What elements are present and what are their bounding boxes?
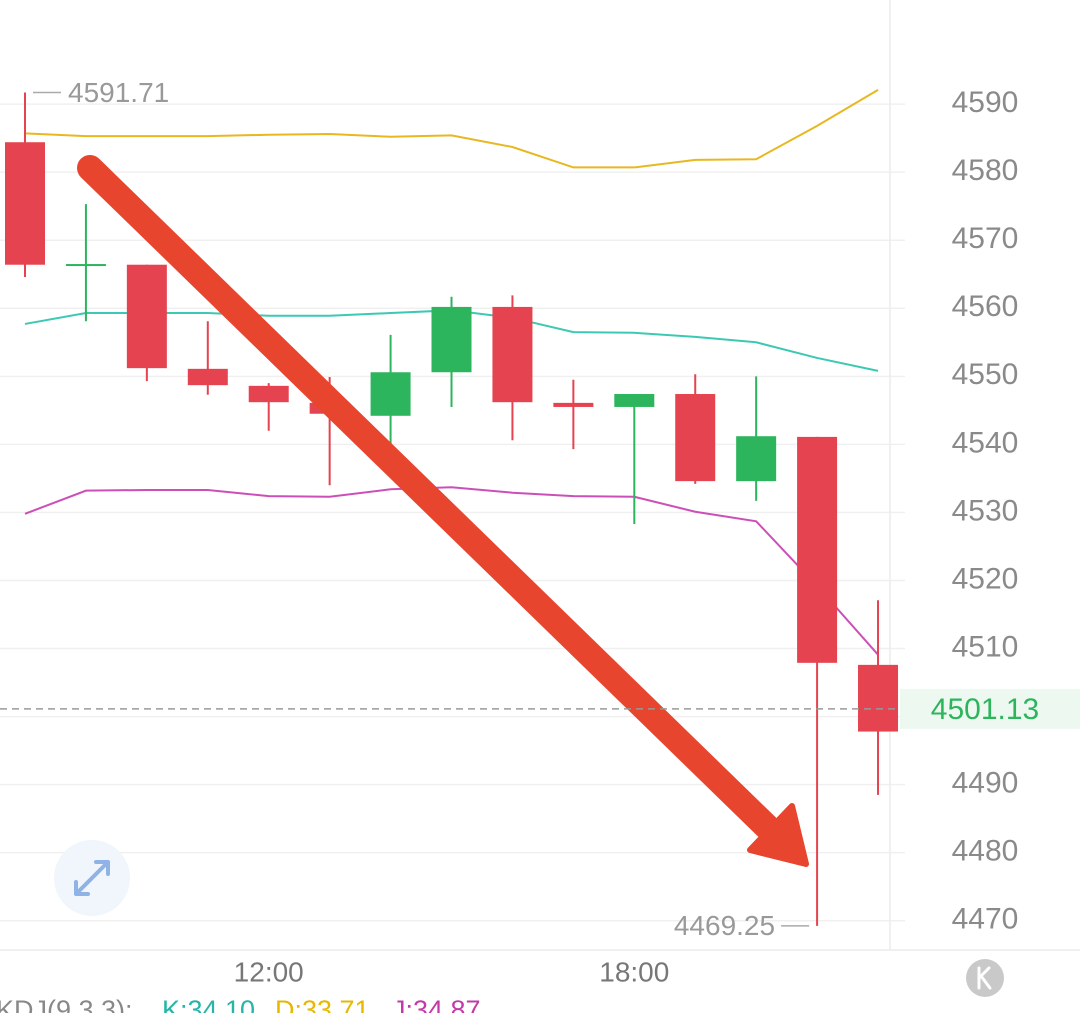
expand-icon[interactable]	[74, 860, 110, 896]
candle-body	[126, 264, 167, 369]
y-tick-label: 4480	[952, 835, 1019, 868]
trend-arrow	[77, 155, 809, 867]
y-tick-label: 4570	[952, 222, 1019, 255]
indicator-label: KDJ(9,3,3):	[0, 995, 133, 1013]
y-tick-label: 4580	[952, 154, 1019, 187]
candle-body	[370, 372, 411, 416]
y-tick-label: 4520	[952, 562, 1019, 595]
arrow-head	[747, 803, 809, 867]
candles	[5, 92, 899, 926]
labels: 4470448044904500451045204530454045504560…	[0, 77, 1080, 1013]
band-line	[24, 486, 879, 656]
x-tick-label: 18:00	[599, 956, 669, 987]
x-tick-label: 12:00	[234, 956, 304, 987]
candle-body	[675, 394, 716, 482]
indicator-value: K:34.10	[162, 995, 255, 1013]
indicator-value: J:34.87	[392, 995, 481, 1013]
candle-body	[492, 306, 533, 403]
candle-body	[187, 368, 228, 386]
last-price-label: 4501.13	[931, 693, 1039, 726]
k-icon[interactable]	[977, 966, 992, 990]
k-button-bg[interactable]	[966, 959, 1004, 997]
y-tick-label: 4590	[952, 86, 1019, 119]
candle-body	[736, 436, 777, 482]
high-label: 4591.71	[68, 77, 169, 108]
candle-body	[614, 394, 655, 407]
y-tick-label: 4470	[952, 903, 1019, 936]
k-button[interactable]	[966, 959, 1004, 997]
candle-body	[553, 402, 594, 407]
band-line	[24, 88, 879, 169]
candle-body	[248, 385, 289, 403]
candle-body	[65, 264, 106, 267]
y-tick-label: 4510	[952, 630, 1019, 663]
y-tick-label: 4530	[952, 494, 1019, 527]
candle-body	[431, 306, 472, 373]
candle-body	[5, 142, 45, 265]
indicator-value: D:33.71	[275, 995, 370, 1013]
low-label: 4469.25	[674, 910, 775, 941]
candle-body	[797, 436, 838, 663]
y-tick-label: 4490	[952, 767, 1019, 800]
expand-button[interactable]	[54, 840, 130, 916]
y-tick-label: 4540	[952, 426, 1019, 459]
y-tick-label: 4560	[952, 290, 1019, 323]
arrow-shaft	[77, 155, 781, 841]
y-tick-label: 4550	[952, 358, 1019, 391]
candle-body	[858, 664, 899, 732]
last-price-box	[900, 688, 1080, 729]
